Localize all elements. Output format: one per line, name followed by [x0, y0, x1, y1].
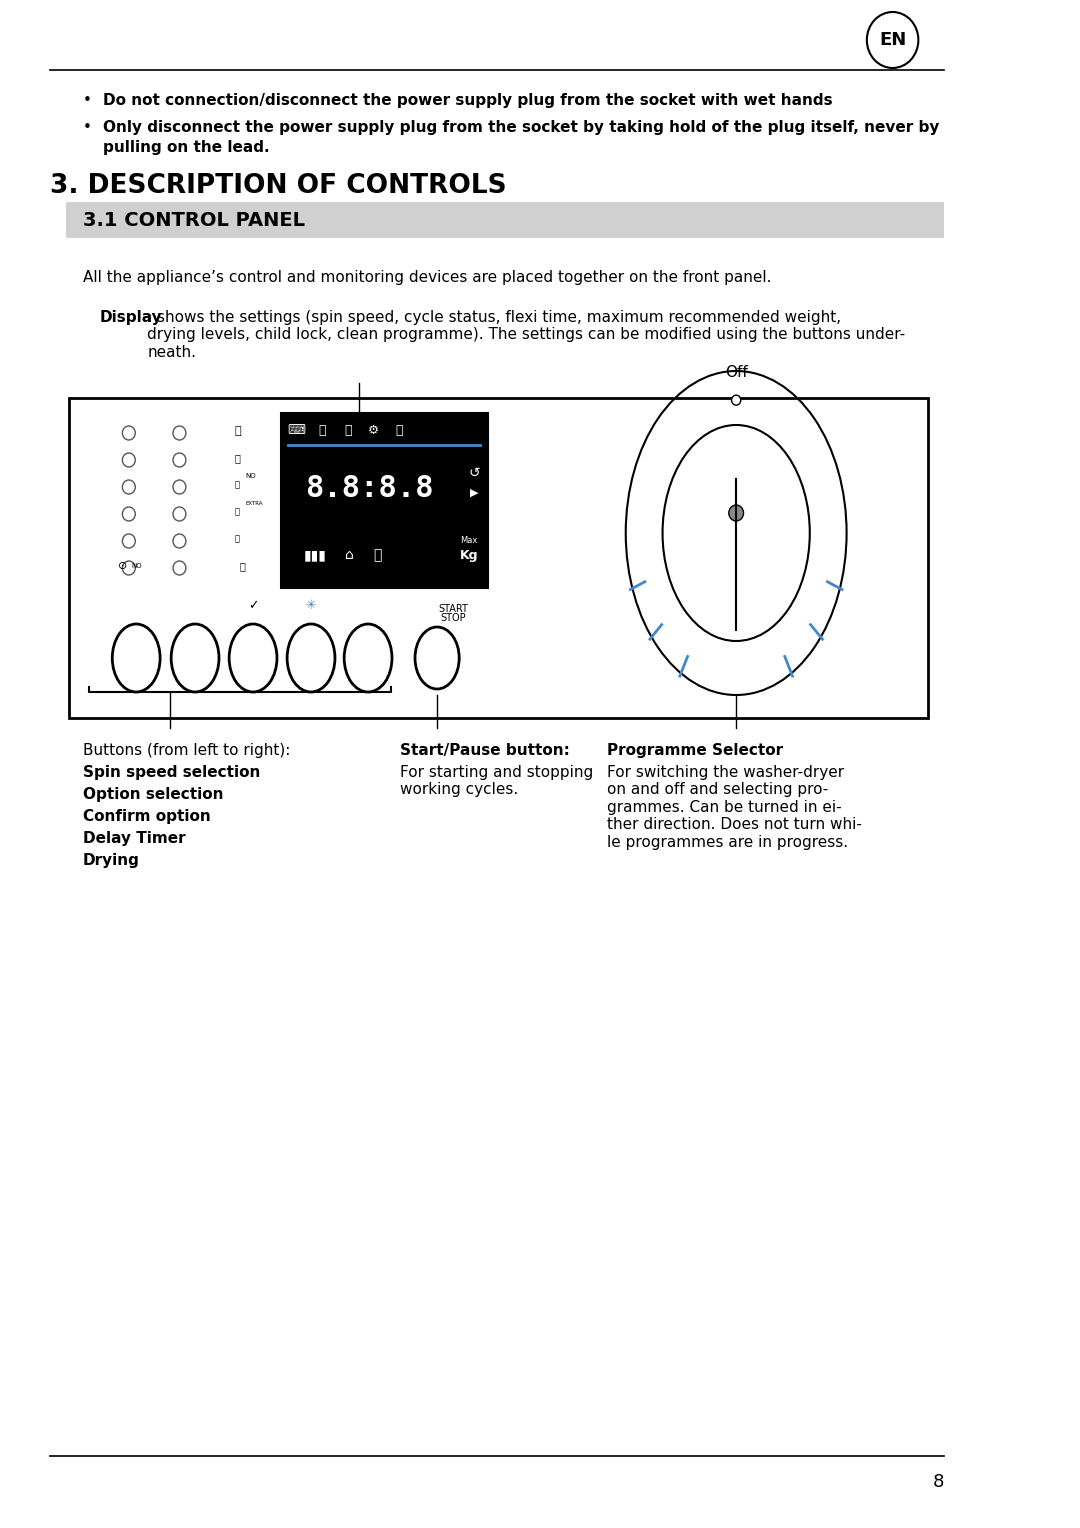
- Text: •: •: [83, 121, 92, 134]
- Text: For switching the washer-dryer
on and off and selecting pro-
grammes. Can be tur: For switching the washer-dryer on and of…: [607, 766, 862, 850]
- Text: EXTRA: EXTRA: [245, 501, 264, 506]
- Text: ⌂: ⌂: [346, 549, 354, 562]
- Text: Confirm option: Confirm option: [83, 808, 211, 824]
- Text: ▮▮▮: ▮▮▮: [303, 549, 326, 562]
- Text: EN: EN: [879, 31, 906, 49]
- Bar: [281, 413, 488, 588]
- Text: For starting and stopping
working cycles.: For starting and stopping working cycles…: [401, 766, 594, 798]
- Text: 🔊: 🔊: [240, 561, 245, 571]
- Text: Kg: Kg: [460, 549, 478, 561]
- Text: Option selection: Option selection: [83, 787, 224, 802]
- Text: 📊: 📊: [234, 535, 240, 544]
- Text: 🧴: 🧴: [234, 507, 240, 516]
- Text: NO: NO: [245, 474, 256, 478]
- Text: ✨: ✨: [395, 423, 403, 437]
- Text: All the appliance’s control and monitoring devices are placed together on the fr: All the appliance’s control and monitori…: [83, 270, 771, 286]
- Text: •: •: [83, 93, 92, 108]
- Text: 3. DESCRIPTION OF CONTROLS: 3. DESCRIPTION OF CONTROLS: [50, 173, 507, 199]
- Text: 👕: 👕: [234, 426, 241, 435]
- Text: 8: 8: [933, 1473, 944, 1491]
- Text: pulling on the lead.: pulling on the lead.: [103, 141, 270, 154]
- Text: Start/Pause button:: Start/Pause button:: [401, 743, 570, 758]
- Text: ✓: ✓: [247, 599, 258, 613]
- Text: 🪣: 🪣: [319, 423, 326, 437]
- Text: START: START: [438, 604, 469, 614]
- Text: 3.1 CONTROL PANEL: 3.1 CONTROL PANEL: [83, 211, 305, 229]
- Text: Drying: Drying: [83, 853, 139, 868]
- Text: Buttons (from left to right):: Buttons (from left to right):: [83, 743, 291, 758]
- Text: Max: Max: [460, 535, 478, 544]
- FancyBboxPatch shape: [66, 202, 944, 238]
- Text: 👕: 👕: [234, 452, 241, 463]
- Text: ⊙: ⊙: [118, 561, 127, 571]
- Text: ✳: ✳: [306, 599, 316, 613]
- Text: ⚙: ⚙: [368, 423, 379, 437]
- Text: Delay Timer: Delay Timer: [83, 831, 186, 847]
- Text: Spin speed selection: Spin speed selection: [83, 766, 260, 779]
- Text: Do not connection/disconnect the power supply plug from the socket with wet hand: Do not connection/disconnect the power s…: [103, 93, 833, 108]
- Text: ↺: ↺: [468, 466, 480, 480]
- Text: Off: Off: [725, 365, 747, 380]
- Text: 🌐: 🌐: [373, 549, 381, 562]
- Text: Programme Selector: Programme Selector: [607, 743, 783, 758]
- Text: : shows the settings (spin speed, cycle status, flexi time, maximum recommended : : shows the settings (spin speed, cycle …: [147, 310, 905, 359]
- Text: NO: NO: [132, 562, 143, 568]
- Text: 🔒: 🔒: [234, 480, 240, 489]
- Circle shape: [731, 396, 741, 405]
- Text: STOP: STOP: [441, 613, 467, 623]
- Bar: [69, 397, 928, 718]
- Text: ⌨: ⌨: [287, 423, 306, 437]
- Text: Display: Display: [99, 310, 162, 325]
- Circle shape: [729, 504, 743, 521]
- Text: 8.8:8.8: 8.8:8.8: [306, 474, 434, 503]
- Text: 🫧: 🫧: [345, 423, 352, 437]
- Text: Only disconnect the power supply plug from the socket by taking hold of the plug: Only disconnect the power supply plug fr…: [103, 121, 940, 134]
- Text: ▶: ▶: [470, 487, 478, 498]
